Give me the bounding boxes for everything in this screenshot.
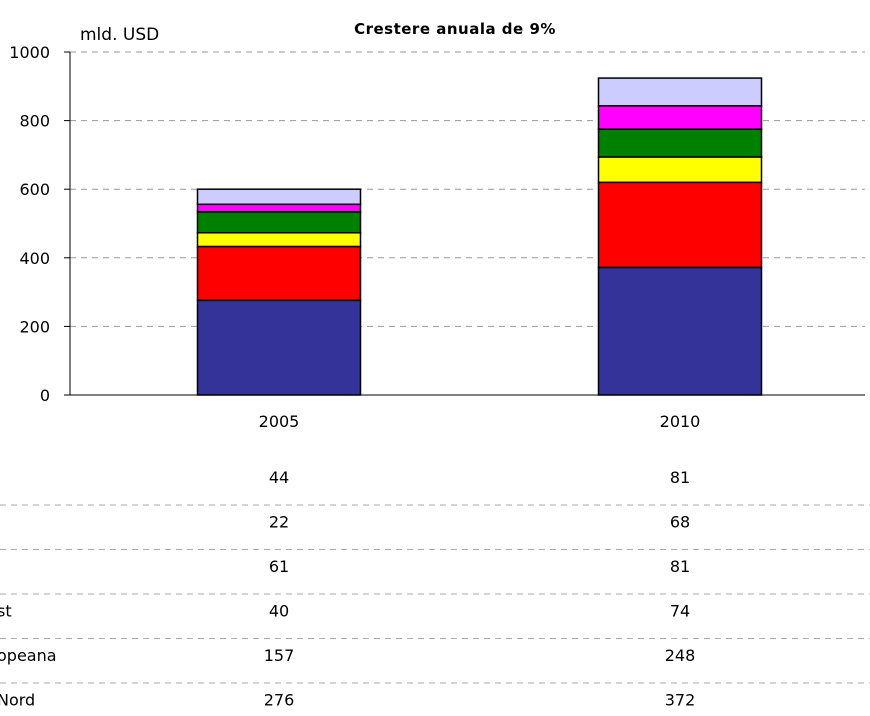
table-row-label: st [0,602,12,621]
table-cell: 68 [670,513,690,532]
table-cell: 81 [670,557,690,576]
bar-segment [597,128,763,158]
y-tick-label: 0 [40,386,50,405]
bar-segment [597,77,763,107]
axes [64,51,865,396]
y-tick-labels: 0 200 400 600 800 1000 [9,43,50,405]
table-cell: 40 [269,602,289,621]
table-row-label: Nord [0,691,35,710]
table-cell: 372 [665,691,696,710]
y-tick-label: 600 [19,180,50,199]
bar-segment [196,203,362,213]
bar-segment [196,245,362,302]
y-tick-label: 400 [19,249,50,268]
x-tick-label: 2010 [660,412,701,431]
bar-segment [597,105,763,130]
bar-segment [597,181,763,269]
chart-title: Crestere anuala de 9% [354,20,556,38]
bar-segment [196,232,362,248]
bar-segment [597,156,763,184]
y-tick-label: 800 [19,112,50,131]
table-cell: 248 [665,646,696,665]
table-cell: 22 [269,513,289,532]
y-tick-label: 1000 [9,43,50,62]
table-cell: 81 [670,468,690,487]
table-cell: 157 [264,646,295,665]
y-axis-unit-label: mld. USD [80,25,159,45]
bar-segment [597,266,763,396]
data-table: 44 81 22 68 61 81 st 40 74 opeana 157 248 Nord 276 372 [0,468,870,710]
bar-segment [196,211,362,234]
x-tick-labels: 2005 2010 [259,412,701,431]
table-cell: 276 [264,691,295,710]
table-cell: 44 [269,468,289,487]
table-cell: 61 [269,557,289,576]
bar-segment [196,299,362,396]
x-tick-label: 2005 [259,412,300,431]
y-tick-label: 200 [19,317,50,336]
table-cell: 74 [670,602,690,621]
bar-segment [196,188,362,206]
table-row-label: opeana [0,646,57,665]
bars [196,77,763,396]
